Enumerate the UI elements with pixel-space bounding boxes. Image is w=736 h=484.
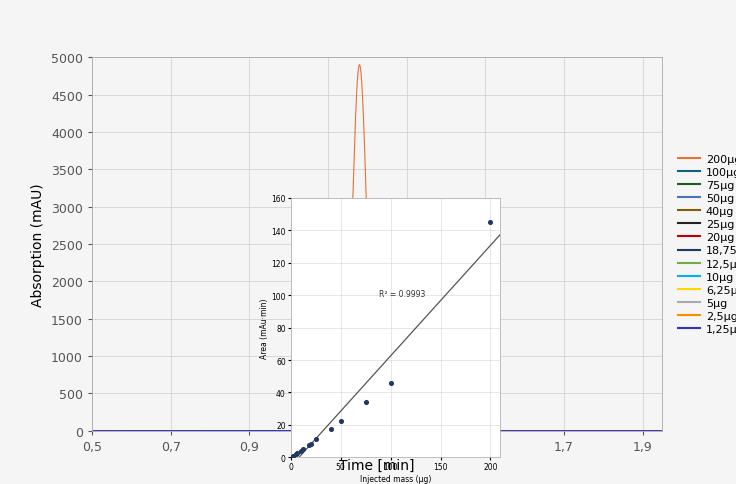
Point bbox=[360, 398, 372, 406]
Y-axis label: Absorption (mAU): Absorption (mAU) bbox=[32, 183, 46, 306]
Point bbox=[310, 436, 322, 443]
Y-axis label: Area (mAu·min): Area (mAu·min) bbox=[260, 298, 269, 358]
Point bbox=[286, 453, 298, 460]
Text: R² = 0.9993: R² = 0.9993 bbox=[379, 290, 425, 299]
Point bbox=[335, 417, 347, 425]
Point bbox=[484, 219, 496, 227]
X-axis label: Time [min]: Time [min] bbox=[339, 458, 415, 472]
Point bbox=[303, 441, 315, 449]
Legend: 200μg, 100μg, 75μg, 50μg, 40μg, 25μg, 20μg, 18,75μg, 12,5μg, 10μg, 6,25μg, 5μg, : 200μg, 100μg, 75μg, 50μg, 40μg, 25μg, 20… bbox=[673, 150, 736, 339]
Point bbox=[385, 379, 397, 387]
X-axis label: Injected mass (μg): Injected mass (μg) bbox=[360, 474, 431, 483]
Point bbox=[291, 450, 302, 457]
Point bbox=[290, 450, 302, 458]
Point bbox=[325, 425, 336, 433]
Point bbox=[295, 447, 307, 455]
Point bbox=[305, 440, 316, 448]
Point bbox=[297, 445, 309, 453]
Point bbox=[287, 452, 299, 460]
